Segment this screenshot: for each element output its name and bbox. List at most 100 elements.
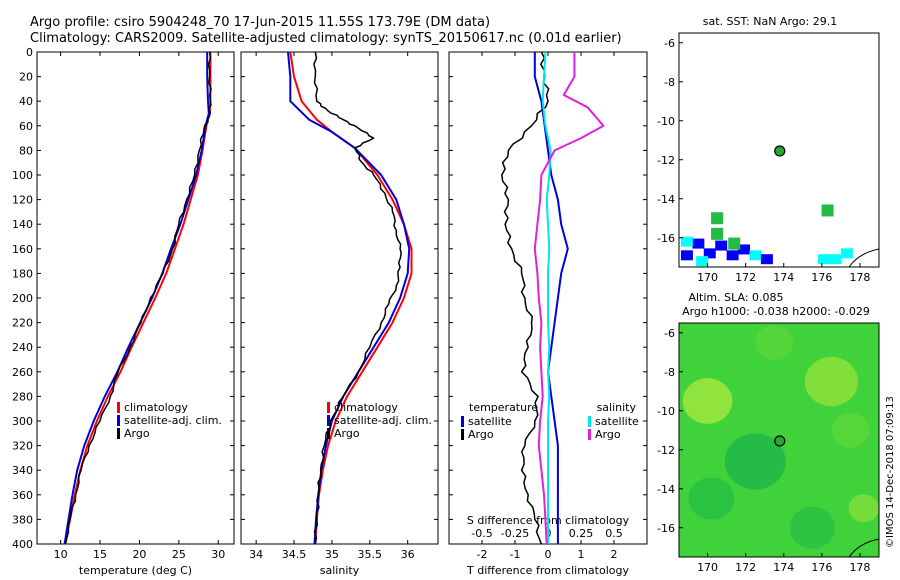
- legend-swatch: [588, 429, 591, 440]
- y-tick-label: 100: [12, 169, 33, 182]
- x-tick-label: 174: [773, 271, 794, 284]
- sst-cell: [692, 238, 705, 249]
- x-tick-label: 176: [811, 271, 832, 284]
- y-tick-label: 40: [19, 95, 33, 108]
- figure-title-line1: Argo profile: csiro 5904248_70 17-Jun-20…: [30, 15, 490, 30]
- legend-label: satellite: [468, 415, 512, 428]
- salinity-panel: 34 34.5 35 35.5 36 salinity climatologysatelli…: [240, 51, 439, 577]
- x-tick-label: 1: [578, 548, 585, 561]
- legend-swatch: [117, 428, 120, 439]
- sst-cell: [760, 254, 773, 265]
- series-t-satellite: [533, 52, 569, 544]
- x-tick-label: 2: [611, 548, 618, 561]
- sst-cell-green: [711, 212, 724, 225]
- x-axis-label: salinity: [320, 564, 360, 577]
- figure-title-line2: Climatology: CARS2009. Satellite-adjuste…: [30, 31, 622, 46]
- series-argo: [313, 51, 402, 545]
- x-axis-label: temperature (deg C): [79, 564, 192, 577]
- y-tick-label: -10: [657, 115, 675, 128]
- series-t-argo: [501, 51, 550, 545]
- y-tick-label: -8: [664, 76, 675, 89]
- x-tick-label: 35.5: [358, 548, 383, 561]
- y-tick-label: 80: [19, 144, 33, 157]
- legend-swatch: [461, 416, 464, 427]
- sst-cell-green: [711, 227, 724, 240]
- legend-label: satellite: [595, 415, 639, 428]
- sla-map-title: Altim. SLA: 0.085: [688, 291, 783, 304]
- sst-cell: [726, 250, 739, 261]
- legend-label: Argo: [334, 427, 360, 440]
- y-tick-label: -14: [657, 483, 675, 496]
- x-tick-label: 170: [697, 561, 718, 574]
- legend-label: climatology: [124, 401, 188, 414]
- sla-anomaly: [831, 412, 870, 448]
- x-tick-label: -2: [477, 548, 488, 561]
- x-tick-label: 172: [735, 271, 756, 284]
- argo-float-marker: [774, 435, 786, 447]
- legend-title-temperature: temperature: [469, 401, 538, 414]
- coastline: [848, 248, 880, 268]
- y-tick-label: 0: [26, 46, 33, 59]
- y-tick-label: -6: [664, 327, 675, 340]
- sst-cell-green: [821, 204, 834, 217]
- x-tick-label: 15: [93, 548, 107, 561]
- y-tick-label: -14: [657, 193, 675, 206]
- legend-swatch: [461, 429, 464, 440]
- sst-cell: [715, 240, 728, 251]
- x-tick-label: 170: [697, 271, 718, 284]
- sst-map-title: sat. SST: NaN Argo: 29.1: [703, 15, 837, 28]
- sst-cell: [696, 256, 709, 267]
- sst-cell: [749, 250, 762, 261]
- y-tick-label: 380: [12, 513, 33, 526]
- y-tick-label: 280: [12, 390, 33, 403]
- x-tick-label: 10: [54, 548, 68, 561]
- sst-cell-green: [728, 237, 741, 250]
- plot-frame: [36, 51, 235, 545]
- s-axis-tick-label: 0.5: [605, 527, 623, 540]
- legend-label: satellite-adj. clim.: [124, 414, 222, 427]
- legend-label: satellite-adj. clim.: [334, 414, 432, 427]
- y-tick-label: -10: [657, 405, 675, 418]
- y-tick-label: 60: [19, 120, 33, 133]
- y-tick-label: 360: [12, 489, 33, 502]
- y-tick-label: 20: [19, 71, 33, 84]
- legend-label: Argo: [595, 428, 621, 441]
- y-tick-label: 340: [12, 464, 33, 477]
- y-tick-label: -8: [664, 366, 675, 379]
- y-tick-label: -12: [657, 154, 675, 167]
- y-tick-label: -6: [664, 37, 675, 50]
- y-tick-label: 220: [12, 317, 33, 330]
- y-tick-label: 260: [12, 366, 33, 379]
- series-s-satellite: [541, 51, 552, 544]
- y-tick-label: 320: [12, 440, 33, 453]
- legend-label: climatology: [334, 401, 398, 414]
- x-tick-label: 25: [172, 548, 186, 561]
- x-tick-label: 34.5: [282, 548, 307, 561]
- y-tick-label: 200: [12, 292, 33, 305]
- series-climatology: [289, 51, 413, 545]
- y-tick-label: 240: [12, 341, 33, 354]
- legend-swatch: [327, 415, 330, 426]
- sla-anomaly: [682, 378, 733, 424]
- x-axis-label: T difference from climatology: [466, 564, 629, 577]
- sst-cell: [738, 244, 751, 255]
- x-tick-label: 35: [325, 548, 339, 561]
- plot-frame: [240, 51, 439, 545]
- x-tick-label: 20: [132, 548, 146, 561]
- sla-anomaly: [755, 324, 794, 361]
- map-frame: [678, 322, 880, 558]
- legend-label: Argo: [468, 428, 494, 441]
- legend-swatch: [327, 428, 330, 439]
- x-tick-label: 0: [545, 548, 552, 561]
- map-frame: [678, 32, 880, 268]
- y-tick-label: -16: [657, 522, 675, 535]
- y-tick-label: 120: [12, 194, 33, 207]
- difference-panel: -2 -1 0 1 2 T difference from climatology -0.5…: [448, 51, 648, 577]
- x-tick-label: -1: [510, 548, 521, 561]
- y-tick-label: 160: [12, 243, 33, 256]
- y-tick-label: 180: [12, 267, 33, 280]
- x-tick-label: 34: [249, 548, 263, 561]
- sst-cell: [829, 254, 842, 265]
